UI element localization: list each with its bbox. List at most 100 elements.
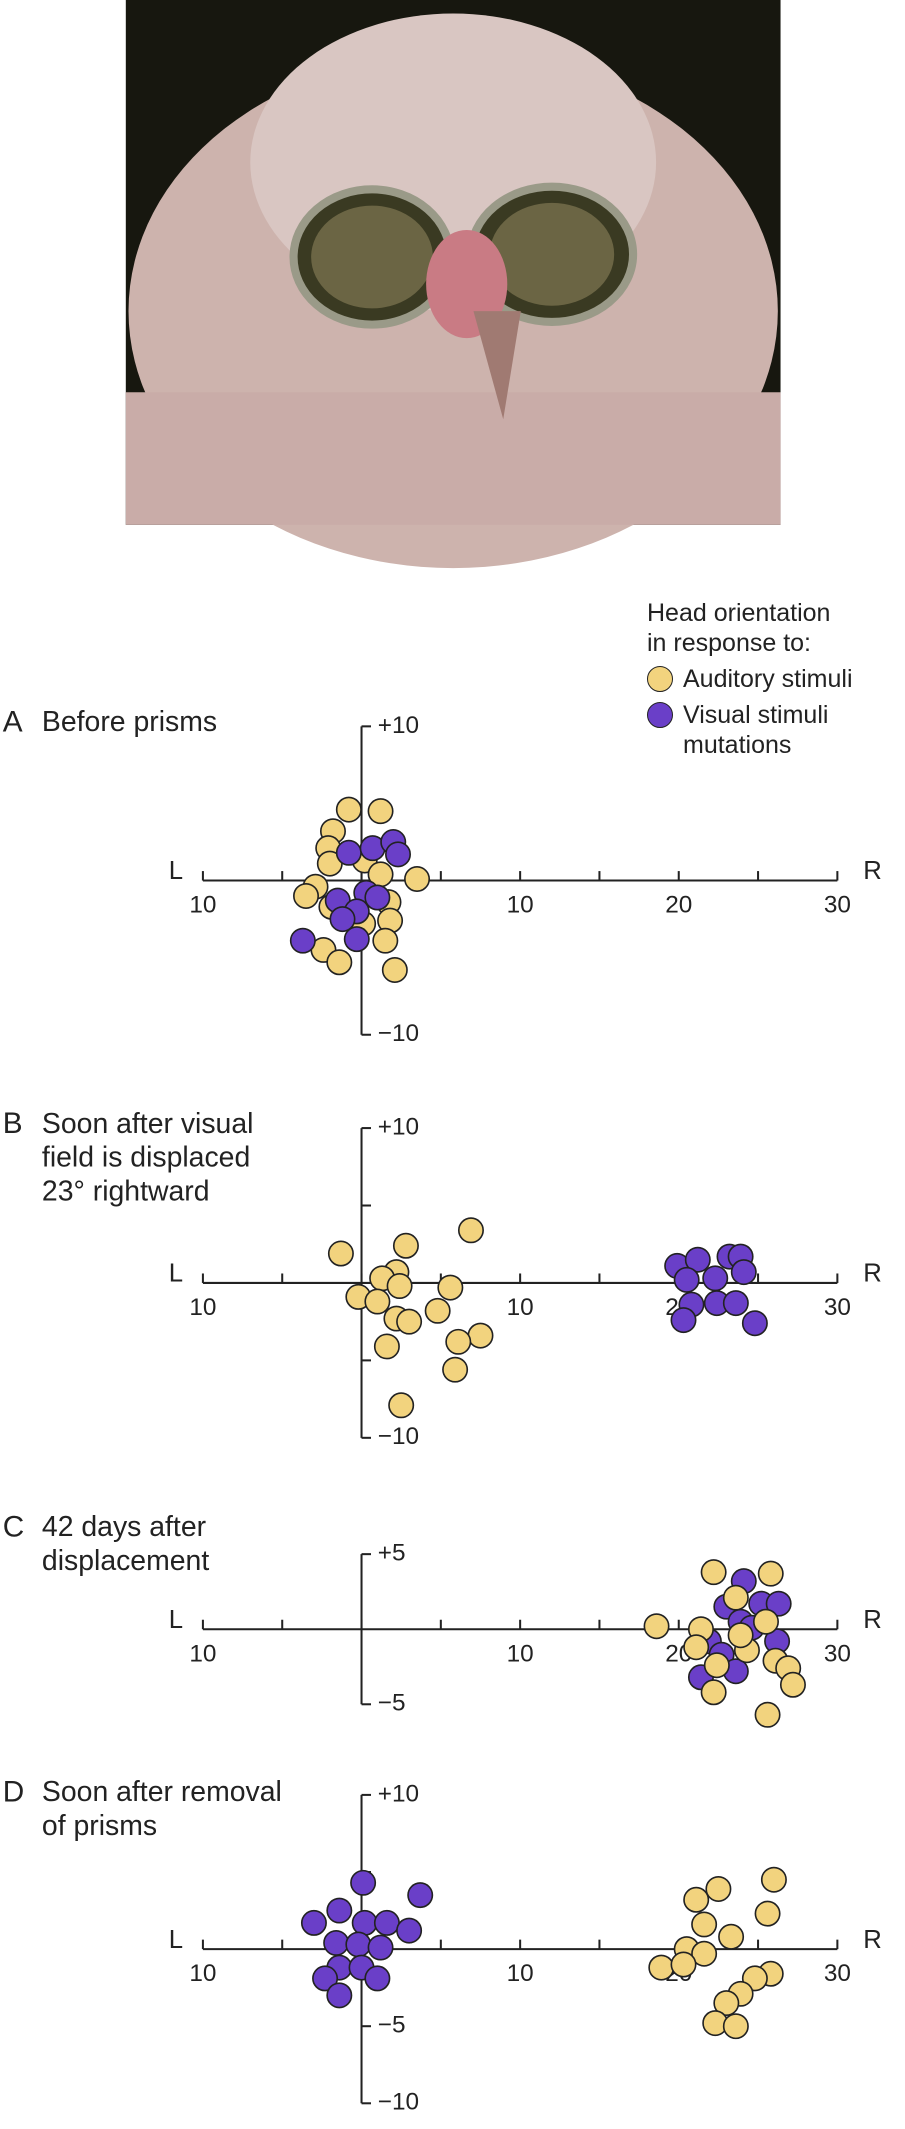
legend-swatch [647, 666, 673, 692]
data-point [727, 1622, 754, 1649]
x-tick-label: 10 [507, 892, 534, 919]
panel-title: displacement [42, 1545, 209, 1577]
x-end-label: L [169, 1606, 183, 1634]
x-tick-label: 10 [189, 892, 216, 919]
data-point [702, 1265, 729, 1292]
x-tick-label: 30 [824, 1294, 851, 1321]
legend-entry: Auditory stimuli [647, 664, 905, 694]
data-point [683, 1886, 710, 1913]
data-point [752, 1608, 779, 1635]
data-point [323, 1929, 350, 1956]
data-point [705, 1875, 732, 1902]
y-tick-label: +10 [378, 712, 419, 739]
data-point [289, 927, 316, 954]
y-tick-label: +10 [378, 1113, 419, 1140]
data-point [757, 1560, 784, 1587]
data-point [722, 1290, 749, 1317]
y-tick-label: −10 [378, 1020, 419, 1047]
legend-entry: Visual stimuli mutations [647, 700, 905, 760]
data-point [741, 1310, 768, 1337]
panel-title: Before prisms [42, 706, 217, 738]
x-end-label: R [863, 1606, 882, 1634]
legend-label: Auditory stimuli [683, 665, 853, 693]
x-tick-label: 30 [824, 1640, 851, 1667]
data-point [385, 841, 411, 868]
data-point [779, 1671, 806, 1698]
data-point [388, 1392, 415, 1419]
panel-title: field is displaced [42, 1142, 250, 1174]
x-end-label: R [863, 857, 882, 885]
x-tick-label: 30 [824, 1960, 851, 1987]
data-point [424, 1297, 451, 1324]
data-point [335, 796, 362, 823]
data-point [367, 798, 394, 825]
data-point [643, 1613, 670, 1640]
data-point [381, 956, 408, 983]
data-point [700, 1559, 727, 1586]
data-point [372, 927, 399, 954]
data-point [407, 1882, 434, 1909]
y-tick-label: −5 [378, 1690, 406, 1717]
data-point [351, 1909, 378, 1936]
x-end-label: R [863, 1260, 882, 1288]
x-tick-label: 10 [507, 1960, 534, 1987]
y-tick-label: +5 [378, 1540, 406, 1567]
data-point [648, 1954, 675, 1981]
data-point [703, 1652, 730, 1679]
data-point [367, 1934, 394, 1961]
panel-title: 42 days after [42, 1511, 206, 1543]
data-point [730, 1259, 757, 1286]
legend: Head orientation in response to: Auditor… [647, 598, 905, 760]
panel-title: Soon after visual [42, 1108, 253, 1140]
data-point [722, 2013, 749, 2040]
panel-letter: D [3, 1775, 25, 1808]
data-point [404, 866, 431, 892]
data-point [386, 1273, 413, 1300]
data-point [373, 1333, 400, 1360]
data-point [437, 1274, 464, 1301]
data-point [300, 1909, 327, 1936]
data-point [673, 1266, 700, 1293]
data-point [445, 1328, 472, 1355]
data-point [343, 926, 370, 953]
x-tick-label: 30 [824, 892, 851, 919]
data-point [373, 1909, 400, 1936]
data-point [364, 884, 391, 911]
x-tick-label: 10 [507, 1294, 534, 1321]
legend-label: Visual stimuli mutations [683, 701, 829, 759]
data-point [312, 1965, 339, 1992]
data-point [396, 1917, 423, 1944]
panel-title: Soon after removal [42, 1776, 282, 1808]
x-tick-label: 10 [189, 1640, 216, 1667]
y-tick-label: −10 [378, 1423, 419, 1450]
data-point [442, 1356, 469, 1383]
x-end-label: L [169, 857, 183, 885]
y-tick-label: −10 [378, 2089, 419, 2116]
data-point [392, 1232, 419, 1259]
data-point [293, 882, 319, 909]
x-end-label: L [169, 1926, 183, 1954]
panel-letter: A [3, 706, 23, 739]
legend-swatch [647, 702, 673, 728]
panel-letter: C [3, 1510, 25, 1543]
data-point [467, 1322, 494, 1349]
data-point [722, 1584, 749, 1611]
data-point [765, 1590, 792, 1617]
data-point [364, 1288, 391, 1315]
x-tick-label: 10 [507, 1640, 534, 1667]
x-tick-label: 10 [189, 1294, 216, 1321]
legend-title: in response to: [647, 629, 811, 657]
legend-title: Head orientation [647, 599, 831, 627]
data-point [754, 1900, 781, 1927]
y-tick-label: +10 [378, 1780, 419, 1807]
data-point [713, 1990, 740, 2017]
x-tick-label: 10 [189, 1960, 216, 1987]
x-end-label: L [169, 1260, 183, 1288]
data-point [326, 1982, 353, 2009]
y-tick-label: −5 [378, 2012, 406, 2039]
data-point [329, 906, 356, 933]
panel-title: of prisms [42, 1810, 157, 1842]
data-point [345, 1931, 372, 1958]
